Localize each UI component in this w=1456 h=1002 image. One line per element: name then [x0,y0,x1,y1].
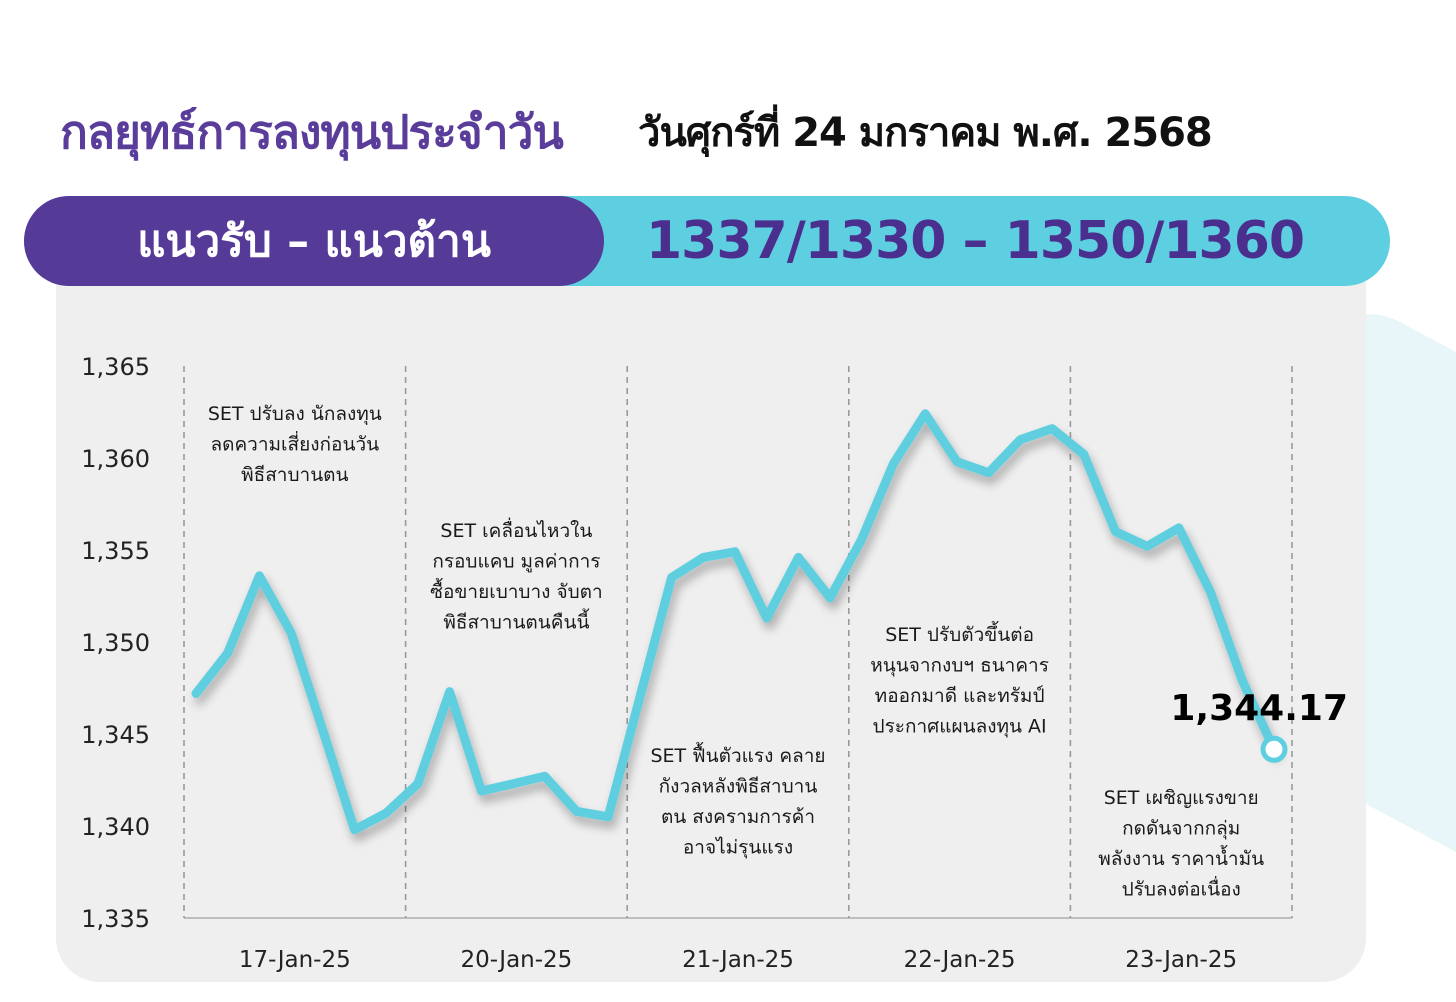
day-annotation: SET เผชิญแรงขายกดดันจากกลุ่มพลังงาน ราคา… [1098,787,1264,901]
y-tick-label: 1,350 [81,629,150,657]
y-tick-label: 1,365 [81,353,150,381]
day-annotation: SET ฟื้นตัวแรง คลายกังวลหลังพิธีสาบานตน … [650,742,825,860]
y-tick-label: 1,335 [81,905,150,933]
day-annotation: SET ปรับลง นักลงทุนลดความเสี่ยงก่อนวันพิ… [208,403,382,486]
x-tick-label: 21-Jan-25 [682,947,794,973]
x-tick-label: 17-Jan-25 [239,947,351,973]
report-date: วันศุกร์ที่ 24 มกราคม พ.ศ. 2568 [638,110,1213,156]
y-tick-label: 1,360 [81,445,150,473]
day-annotation: SET ปรับตัวขึ้นต่อหนุนจากงบฯ ธนาคารทออกม… [870,621,1049,739]
x-tick-label: 20-Jan-25 [460,947,572,973]
y-tick-label: 1,345 [81,721,150,749]
last-point-marker [1260,735,1288,763]
x-tick-label: 22-Jan-25 [904,947,1016,973]
support-resistance-label: แนวรับ – แนวต้าน [24,196,604,286]
support-resistance-band: แนวรับ – แนวต้าน 1337/1330 – 1350/1360 [24,196,1390,286]
y-tick-label: 1,340 [81,813,150,841]
support-resistance-levels: 1337/1330 – 1350/1360 [646,211,1305,271]
set-index-series-line [191,409,1279,835]
page-title: กลยุทธ์การลงทุนประจำวัน [60,105,564,159]
y-tick-label: 1,355 [81,537,150,565]
day-annotation: SET เคลื่อนไหวในกรอบแคบ มูลค่าการซื้อขาย… [430,517,603,634]
x-tick-label: 23-Jan-25 [1125,947,1237,973]
last-value-label: 1,344.17 [1170,688,1348,729]
